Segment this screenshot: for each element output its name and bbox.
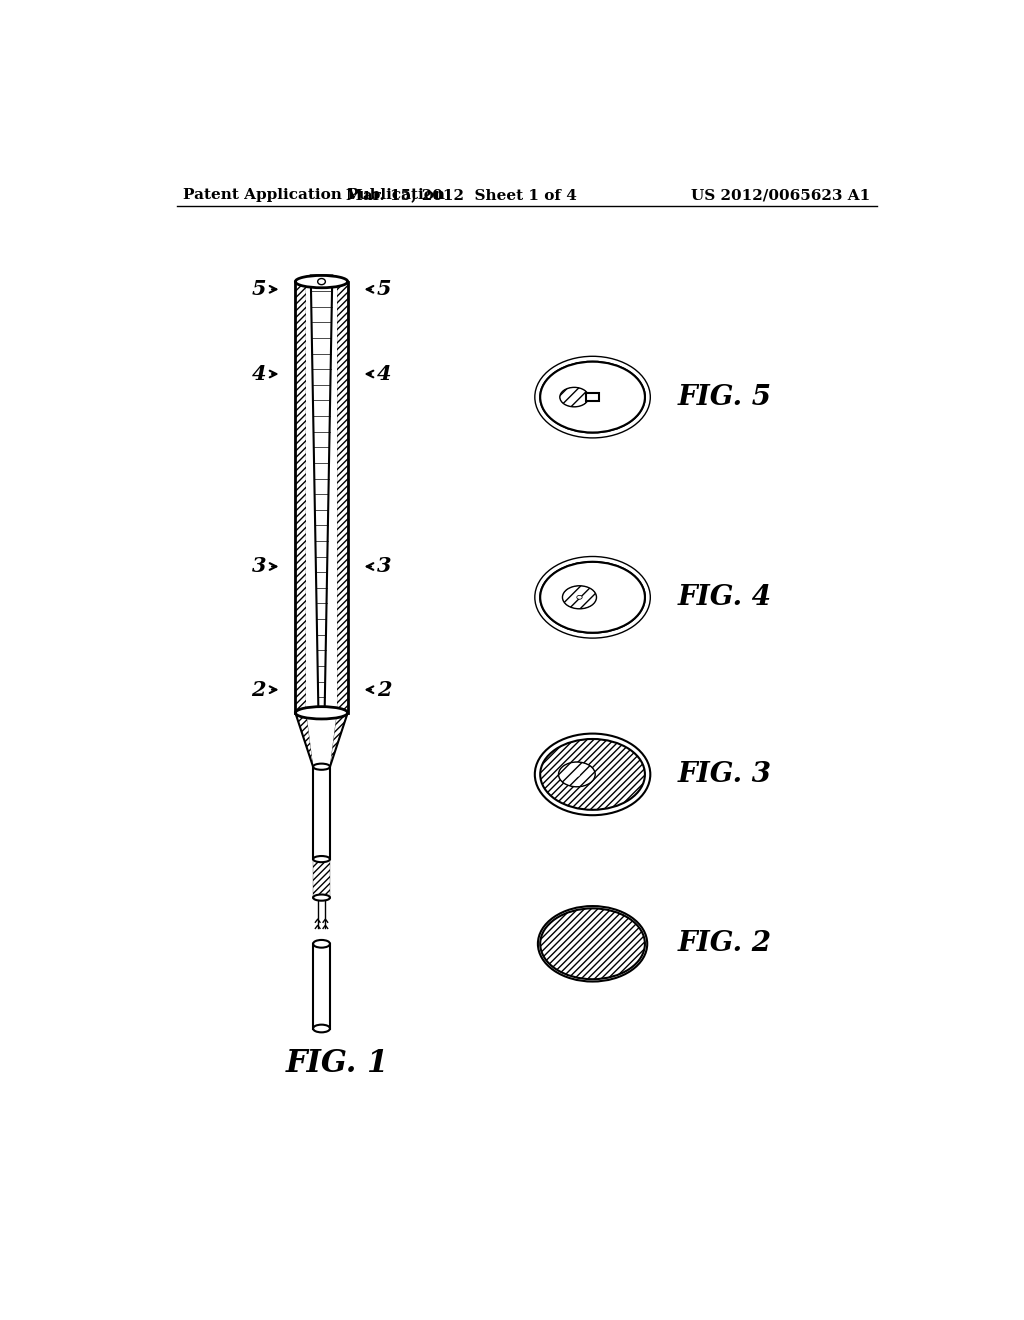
Ellipse shape — [573, 772, 580, 776]
Ellipse shape — [541, 362, 645, 433]
Polygon shape — [310, 276, 333, 713]
Text: FIG. 1: FIG. 1 — [286, 1048, 388, 1078]
Text: FIG. 3: FIG. 3 — [677, 760, 771, 788]
Polygon shape — [313, 859, 330, 898]
Text: 2: 2 — [252, 680, 266, 700]
Ellipse shape — [317, 279, 326, 285]
Text: FIG. 2: FIG. 2 — [677, 931, 771, 957]
Ellipse shape — [295, 276, 348, 288]
Ellipse shape — [558, 762, 595, 787]
Text: FIG. 5: FIG. 5 — [677, 384, 771, 411]
Ellipse shape — [577, 595, 583, 599]
Ellipse shape — [313, 940, 330, 948]
Polygon shape — [306, 281, 337, 713]
Ellipse shape — [541, 739, 645, 810]
Ellipse shape — [535, 557, 650, 638]
Text: 3: 3 — [377, 557, 391, 577]
Text: 4: 4 — [377, 364, 391, 384]
Text: 3: 3 — [252, 557, 266, 577]
Text: 5: 5 — [377, 280, 391, 300]
Ellipse shape — [313, 1024, 330, 1032]
Ellipse shape — [541, 362, 645, 433]
Ellipse shape — [313, 895, 330, 900]
Ellipse shape — [562, 586, 597, 609]
Ellipse shape — [541, 562, 645, 632]
Ellipse shape — [313, 857, 330, 862]
Polygon shape — [313, 767, 330, 859]
Text: 4: 4 — [252, 364, 266, 384]
Ellipse shape — [313, 763, 330, 770]
Text: 2: 2 — [377, 680, 391, 700]
Ellipse shape — [535, 356, 650, 438]
Ellipse shape — [295, 706, 348, 719]
Polygon shape — [313, 944, 330, 1028]
Text: Patent Application Publication: Patent Application Publication — [183, 189, 444, 202]
Polygon shape — [295, 713, 348, 767]
Text: 5: 5 — [252, 280, 266, 300]
Ellipse shape — [560, 387, 589, 407]
Text: Mar. 15, 2012  Sheet 1 of 4: Mar. 15, 2012 Sheet 1 of 4 — [346, 189, 578, 202]
Text: US 2012/0065623 A1: US 2012/0065623 A1 — [690, 189, 869, 202]
Ellipse shape — [535, 734, 650, 816]
Ellipse shape — [541, 908, 645, 979]
Ellipse shape — [541, 562, 645, 632]
Text: FIG. 4: FIG. 4 — [677, 583, 771, 611]
Polygon shape — [587, 393, 599, 401]
Ellipse shape — [578, 595, 582, 599]
